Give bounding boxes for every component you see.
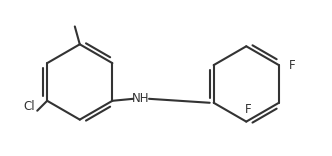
Text: NH: NH <box>131 92 149 105</box>
Text: F: F <box>289 59 295 72</box>
Text: Cl: Cl <box>24 100 35 113</box>
Text: F: F <box>245 103 252 116</box>
